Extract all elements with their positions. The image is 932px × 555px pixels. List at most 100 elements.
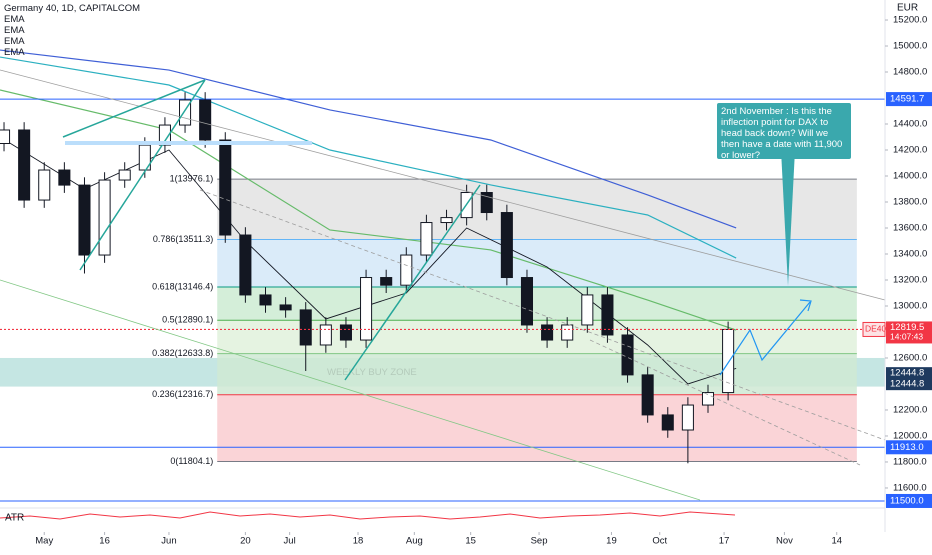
candle-body bbox=[18, 129, 31, 201]
candle-body bbox=[179, 99, 192, 126]
candle-body bbox=[98, 179, 111, 256]
y-tick-label: 14800.0 bbox=[893, 67, 927, 78]
countdown: 14:07:43 bbox=[890, 332, 923, 342]
candle-body bbox=[259, 294, 272, 306]
y-tick-label: 13400.0 bbox=[893, 249, 927, 260]
y-tick-label: 12200.0 bbox=[893, 404, 927, 415]
fib-band bbox=[217, 394, 857, 462]
y-tick-label: 14000.0 bbox=[893, 171, 927, 182]
ema-line bbox=[0, 56, 737, 259]
ema-line bbox=[0, 89, 737, 331]
wedge-line bbox=[79, 79, 206, 271]
callout: 2nd November : Is this the inflection po… bbox=[717, 103, 851, 161]
candle-body bbox=[360, 277, 373, 341]
candle-body bbox=[279, 304, 292, 311]
candle-body bbox=[239, 234, 252, 296]
candle-body bbox=[480, 192, 493, 214]
candle-body bbox=[78, 184, 91, 256]
candle-body bbox=[299, 309, 312, 346]
x-tick-label: 19 bbox=[606, 536, 617, 547]
y-tick-label: 15000.0 bbox=[893, 41, 927, 52]
trend-line bbox=[199, 189, 886, 441]
x-tick-label: 17 bbox=[719, 536, 730, 547]
level-price-box bbox=[886, 493, 932, 508]
candle-body bbox=[641, 374, 654, 416]
candle-body bbox=[199, 99, 212, 141]
fib-label: 0(11804.1) bbox=[170, 456, 213, 466]
legend: Germany 40, 1D, CAPITALCOM EMA EMA EMA E… bbox=[4, 3, 140, 58]
candle-body bbox=[541, 324, 554, 341]
currency: EUR bbox=[897, 3, 918, 14]
candle-body bbox=[138, 144, 151, 171]
trend-line bbox=[0, 69, 886, 301]
zone-price-box bbox=[886, 378, 932, 391]
y-tick-label: 13800.0 bbox=[893, 197, 927, 208]
candle-body bbox=[319, 324, 332, 346]
zone-price: 12444.8 bbox=[890, 379, 924, 390]
candle-body bbox=[561, 324, 574, 341]
y-tick-label: 12600.0 bbox=[893, 353, 927, 364]
fib-label: 0.382(12633.8) bbox=[152, 348, 213, 358]
indicator: EMA bbox=[4, 25, 25, 36]
candle-body bbox=[58, 169, 71, 186]
candle-body bbox=[500, 212, 513, 279]
candle-body bbox=[380, 277, 393, 286]
x-tick-label: May bbox=[35, 536, 53, 547]
candle-body bbox=[118, 169, 131, 181]
atr-label: ATR bbox=[5, 513, 24, 524]
x-tick-label: Jun bbox=[161, 536, 176, 547]
wedge-line bbox=[62, 79, 206, 138]
fib-label: 0.5(12890.1) bbox=[162, 315, 213, 325]
level-price: 14591.7 bbox=[890, 94, 924, 105]
candle-body bbox=[601, 294, 614, 336]
candle-body bbox=[440, 217, 453, 224]
callout-pointer bbox=[781, 150, 795, 286]
trend-line bbox=[0, 279, 701, 501]
symbol-title: Germany 40, 1D, CAPITALCOM bbox=[4, 3, 141, 14]
y-tick-label: 15200.0 bbox=[893, 15, 927, 26]
fib-band bbox=[217, 239, 857, 287]
fib-band bbox=[217, 286, 857, 321]
level-price: 11913.0 bbox=[890, 442, 924, 453]
y-tick-label: 13000.0 bbox=[893, 301, 927, 312]
wedge-line bbox=[344, 184, 481, 381]
candle-body bbox=[400, 254, 413, 286]
y-tick-label: 13200.0 bbox=[893, 275, 927, 286]
indicator: EMA bbox=[4, 47, 25, 58]
arrow-head bbox=[799, 299, 812, 312]
last-price: 12819.5 bbox=[890, 322, 924, 333]
zone-price: 12444.8 bbox=[890, 368, 924, 379]
fib-label: 0.786(13511.3) bbox=[153, 234, 213, 244]
atr-line bbox=[0, 511, 736, 520]
symbol-label: DE40 bbox=[865, 324, 887, 334]
drawings: ATR EUR bbox=[0, 0, 918, 532]
fib-label: 1(13976.1) bbox=[170, 173, 214, 183]
candle-body bbox=[0, 129, 11, 145]
y-tick-label: 12000.0 bbox=[893, 430, 927, 441]
x-tick-label: Nov bbox=[776, 536, 793, 547]
fib-label: 0.618(13146.4) bbox=[152, 281, 213, 291]
indicator: EMA bbox=[4, 14, 25, 25]
projection-arrow bbox=[719, 301, 811, 376]
x-tick-label: Jul bbox=[284, 536, 296, 547]
candle-body bbox=[520, 277, 534, 326]
fib-band bbox=[217, 320, 857, 354]
y-tick-label: 14200.0 bbox=[893, 145, 927, 156]
candle-body bbox=[219, 139, 232, 236]
indicator: EMA bbox=[4, 36, 25, 47]
last-price-box bbox=[886, 321, 932, 344]
candle-body bbox=[701, 392, 715, 406]
x-tick-label: Oct bbox=[652, 536, 667, 547]
candle-body bbox=[621, 334, 634, 376]
y-tick-label: 14400.0 bbox=[893, 119, 927, 130]
candle-body bbox=[681, 404, 694, 431]
level-price: 11500.0 bbox=[890, 495, 924, 506]
candle-body bbox=[661, 414, 674, 431]
x-tick-label: 20 bbox=[240, 536, 251, 547]
fib-band bbox=[217, 353, 857, 395]
y-tick-label: 13600.0 bbox=[893, 223, 927, 234]
marks bbox=[0, 92, 885, 464]
level-price-box bbox=[886, 92, 932, 107]
